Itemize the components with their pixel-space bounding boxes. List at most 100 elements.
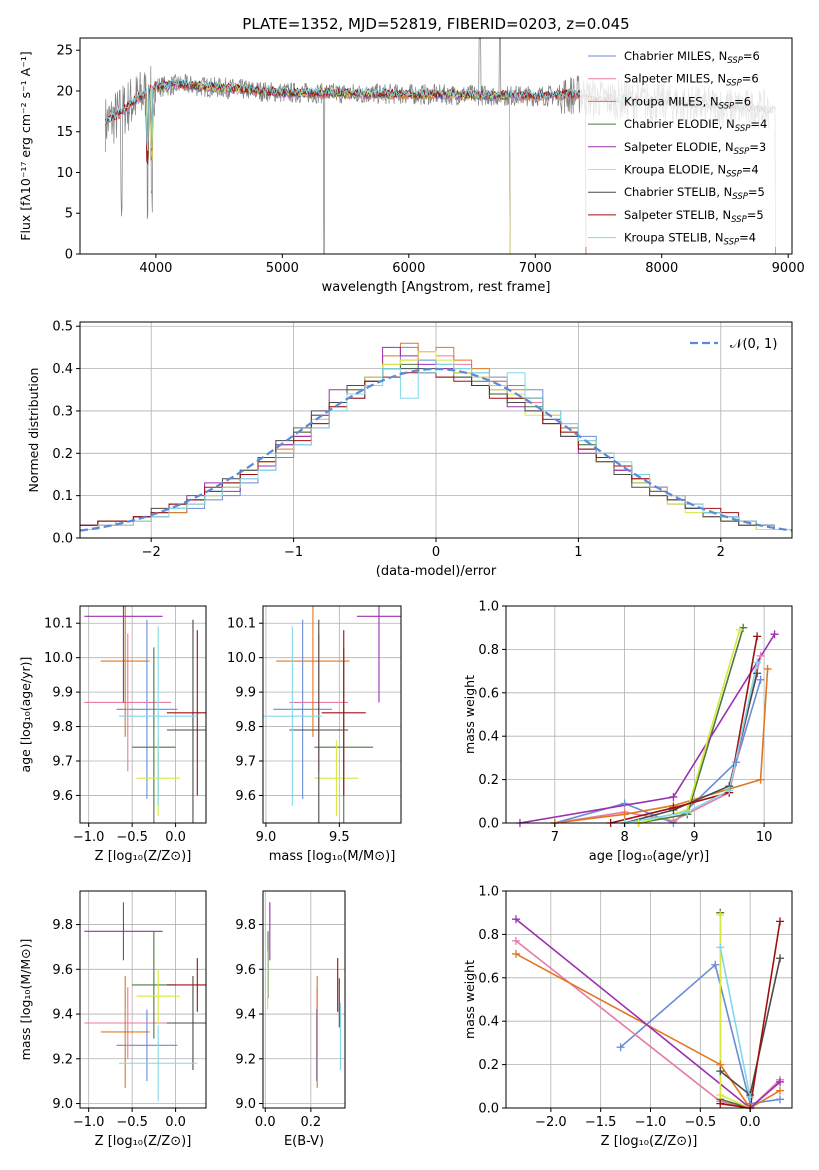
y-tick-label: 9.9 [235,686,256,701]
mass-weight-marker [776,1077,785,1086]
mass-weight-marker [753,669,762,678]
y-tick-label: 10.1 [44,617,73,632]
errorbar-point [273,619,332,799]
y-tick-label: 9.8 [235,720,256,735]
x-tick-label: −1.5 [585,1115,617,1130]
mass-weight-marker [735,625,744,634]
x-tick-label: −2.0 [535,1115,567,1130]
axes-border [505,890,793,1109]
x-tick-label: 8 [620,830,628,845]
mass-weight-line [519,633,776,823]
errorbar-point [289,619,349,823]
axes-frame: −2 −1 0 1 2 0.0 0.1 0.2 0.3 0.4 0.5 (data-model)/er… [26,320,793,579]
errorbar-point [100,606,150,737]
y-tick-label: 9.6 [52,789,73,804]
x-tick-label: 2 [717,545,725,560]
legend-entry-label: Kroupa ELODIE, NSSP=4 [624,163,759,180]
mass-weight-line [515,953,781,1108]
errorbar-point [119,626,198,806]
errorbar-point [119,1025,198,1102]
x-tick-label: −1.0 [73,1115,105,1130]
x-tick-label: 9000 [772,261,805,276]
y-tick-label: 0.2 [478,1058,499,1073]
x-tick-label: 0.2 [300,1115,321,1130]
mass-weight-marker [716,1099,725,1108]
axes-border [79,37,793,255]
y-tick-label: 1.0 [478,885,499,900]
legend-count: =4 [750,117,767,131]
plot-area [267,902,341,1088]
y-tick-label: 10 [56,166,73,181]
x-axis-label: Z [log₁₀(Z/Z⊙)] [601,1134,698,1149]
y-tick-label: 9.7 [235,755,256,770]
mass-weight-line [720,921,781,1108]
axes-frame: 7 8 9 10 0.0 0.2 0.4 0.6 0.8 1.0 age [log₁₀(age/yr… [462,600,793,864]
errorbar-point [84,606,163,703]
y-axis-label: mass weight [462,960,477,1039]
legend-subscript: SSP [727,56,743,66]
mass-weight-marker [753,632,762,641]
model-spectrum-line [143,80,511,254]
axes-frame: 9.0 9.5 9.6 9.7 9.8 9.9 10.0 10.1 mass [log₁₀(M/… [227,605,402,864]
y-tick-label: 9.0 [235,1097,256,1112]
legend-subscript: SSP [726,170,742,180]
panel-residuals: 𝒩(0, 1) −2 −1 0 1 2 0.0 0.1 0.2 0.3 0.4 0.5 (data-mo… [26,320,793,579]
x-axis-label: age [log₁₀(age/yr)] [589,849,710,864]
axes-border [79,890,207,1109]
errorbar-point [166,976,206,1070]
legend-count: =3 [749,140,766,154]
x-tick-label: −1.0 [73,830,105,845]
x-axis-label: E(B-V) [284,1134,324,1149]
panel-weight_vs_Z: −2.0 −1.5 −1.0 −0.5 0.0 0.0 0.2 0.4 0.6 0.8 1.0 Z [… [462,885,793,1149]
axes-frame: 4000 5000 6000 7000 8000 9000 0 5 10 15 20 25 wavele… [18,37,805,295]
y-tick-label: 0.3 [52,404,73,419]
y-tick-label: 25 [56,44,73,59]
y-tick-label: 9.6 [235,963,256,978]
panel-age_vs_mass: 9.0 9.5 9.6 9.7 9.8 9.9 10.0 10.1 mass [log₁₀(M/… [227,605,402,864]
x-axis-label: Z [log₁₀(Z/Z⊙)] [95,849,192,864]
y-tick-label: 0.4 [52,362,73,377]
errorbar-point [166,619,206,823]
mass-weight-marker [716,1090,725,1099]
x-tick-label: 9.5 [329,830,350,845]
mass-weight-marker [683,808,692,817]
y-tick-label: 10.1 [227,617,256,632]
mass-weight-marker [620,810,629,819]
legend-subscript: SSP [732,192,748,202]
x-tick-label: −1.0 [635,1115,667,1130]
y-tick-label: 0.5 [52,320,73,335]
y-axis-label: Flux [fλ10⁻¹⁷ erg cm⁻² s⁻¹ A⁻¹] [18,51,33,240]
plot-area [80,342,792,532]
x-tick-label: 0.0 [740,1115,761,1130]
legend-text: Salpeter MILES, N [624,72,726,86]
legend-text: Kroupa MILES, N [624,94,719,108]
mass-weight-marker [776,1095,785,1104]
axes-border [262,605,402,824]
errorbar-point [321,630,366,796]
y-tick-label: 0 [65,248,73,263]
mass-weight-marker [511,949,520,958]
legend: 𝒩(0, 1) [690,337,777,352]
y-tick-label: 9.8 [52,918,73,933]
y-tick-label: 5 [65,207,73,222]
axes-border [505,605,793,824]
legend-count: =6 [734,94,751,108]
y-tick-label: 0.2 [478,773,499,788]
errorbar-point [116,619,178,799]
legend-entry-label: Salpeter STELIB, NSSP=5 [624,208,764,225]
axes-border [79,605,207,824]
mass-weight-line [719,947,751,1098]
errorbar-point [276,606,350,737]
legend-entry-label: Kroupa MILES, NSSP=6 [624,94,751,111]
legend-entry-label: Chabrier ELODIE, NSSP=4 [624,117,767,134]
errorbar-point [132,647,176,823]
legend-count: =4 [739,231,756,245]
x-axis-label: Z [log₁₀(Z/Z⊙)] [95,1134,192,1149]
errorbar-point [84,633,172,772]
plot-area [263,606,401,823]
mass-weight-marker [669,792,678,801]
mass-weight-marker [753,658,762,667]
y-tick-label: 0.6 [478,971,499,986]
